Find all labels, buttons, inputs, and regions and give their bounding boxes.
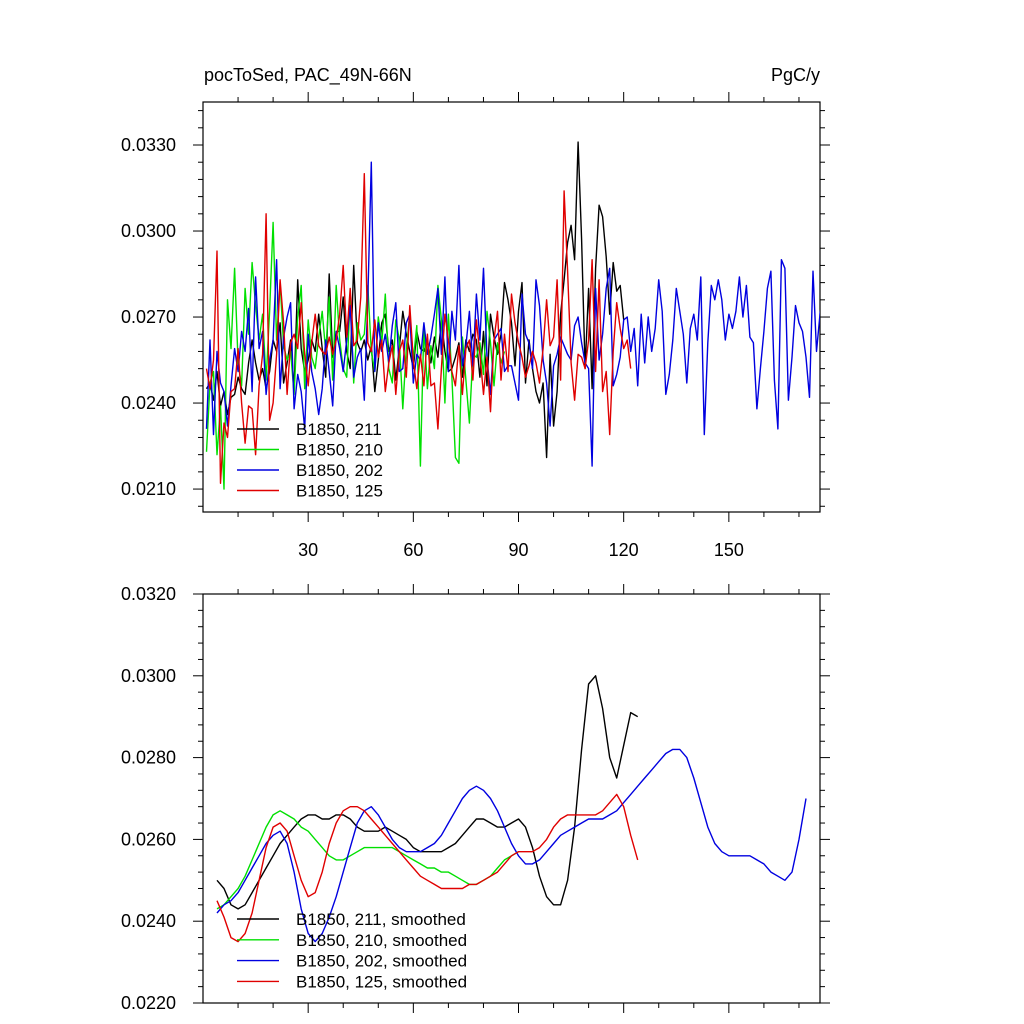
top-panel: 30 60 90 120 150 0.0210 0.0240 0.0270 0.0300 0.03… — [121, 92, 830, 560]
legend-label: B1850, 210 — [296, 441, 383, 460]
legend-label: B1850, 210, smoothed — [296, 931, 467, 950]
title-left: pocToSed, PAC_49N-66N — [204, 65, 412, 86]
series-line — [216, 748, 807, 943]
series-line — [205, 221, 506, 490]
plot-frame — [202, 101, 821, 513]
y-tick-label: 0.0300 — [121, 221, 176, 241]
series-line — [205, 172, 632, 484]
x-tick-label: 90 — [508, 540, 528, 560]
x-tick-label: 30 — [298, 540, 318, 560]
y-tick-label: 0.0220 — [121, 993, 176, 1013]
series-line — [216, 810, 519, 910]
x-tick-label: 120 — [609, 540, 639, 560]
y-tick-label: 0.0300 — [121, 666, 176, 686]
series-group — [205, 141, 820, 490]
bottom-panel: 0.0220 0.0240 0.0260 0.0280 0.0300 0.0320 B185… — [121, 584, 830, 1013]
y-tick-label: 0.0210 — [121, 479, 176, 499]
title-right: PgC/y — [771, 65, 820, 85]
y-tick-label: 0.0240 — [121, 911, 176, 931]
plot-frame — [202, 593, 821, 1004]
y-tick-label: 0.0240 — [121, 393, 176, 413]
legend-label: B1850, 211, smoothed — [296, 910, 466, 929]
y-tick-label: 0.0260 — [121, 829, 176, 849]
series-line — [216, 793, 639, 943]
y-tick-label: 0.0330 — [121, 135, 176, 155]
series-line — [216, 675, 639, 910]
x-tick-label: 150 — [714, 540, 744, 560]
series-group — [216, 675, 807, 943]
y-tick-label: 0.0270 — [121, 307, 176, 327]
legend-label: B1850, 125 — [296, 482, 383, 501]
legend-label: B1850, 211 — [296, 420, 382, 439]
y-tick-label: 0.0280 — [121, 748, 176, 768]
series-line — [205, 141, 625, 459]
legend-label: B1850, 125, smoothed — [296, 972, 467, 991]
legend-label: B1850, 202 — [296, 461, 383, 480]
x-tick-label: 60 — [403, 540, 423, 560]
legend-label: B1850, 202, smoothed — [296, 952, 467, 971]
y-tick-label: 0.0320 — [121, 584, 176, 604]
